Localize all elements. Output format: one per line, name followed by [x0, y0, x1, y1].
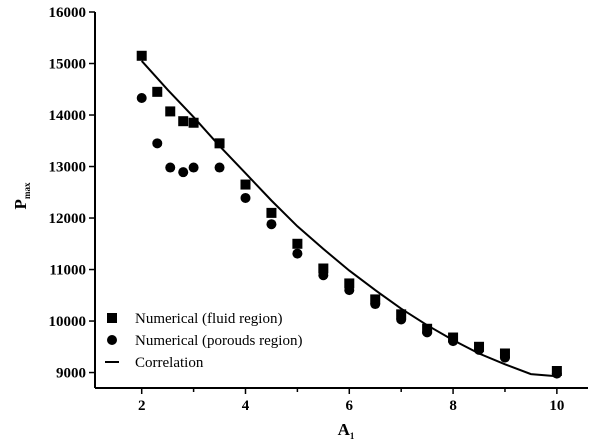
y-tick-label: 14000	[49, 108, 87, 124]
porous-region-point	[551, 368, 562, 379]
porous-region-point	[499, 352, 510, 363]
fluid-region-point	[396, 309, 407, 320]
porous-region-point	[370, 299, 381, 310]
porous-region-point	[178, 167, 189, 178]
porous-region-point	[214, 162, 225, 173]
porous-region-point	[344, 285, 355, 296]
legend-circle-icon	[107, 335, 117, 345]
porous-region-point	[396, 314, 407, 325]
fluid-region-point	[318, 263, 329, 274]
fluid-region-point	[165, 106, 176, 117]
y-tick-label: 10000	[49, 314, 87, 330]
fluid-region-point	[292, 238, 303, 249]
fluid-region-point	[178, 116, 189, 127]
legend-label: Numerical (porouds region)	[135, 333, 302, 349]
legend-label: Correlation	[135, 355, 204, 371]
fluid-region-point	[136, 50, 147, 61]
fluid-region-point	[344, 278, 355, 289]
porous-region-point	[152, 138, 163, 149]
x-tick-label: 2	[138, 398, 146, 414]
ticks: 9000 10000 11000 12000 13000 14000 15000 16000 2…	[49, 5, 565, 414]
y-tick-label: 9000	[56, 366, 86, 382]
porous-region-point	[448, 336, 459, 347]
porous-region-point	[240, 192, 251, 203]
porous-region-point	[165, 162, 176, 173]
fluid-region-point	[266, 207, 277, 218]
porous-region-point	[266, 219, 277, 230]
legend-label: Numerical (fluid region)	[135, 311, 282, 327]
y-tick-label: 15000	[49, 57, 87, 73]
x-tick-label: 10	[549, 398, 564, 414]
y-tick-label: 11000	[49, 263, 86, 279]
plot-marks	[136, 50, 562, 379]
x-tick-label: 4	[242, 398, 250, 414]
porous-region-point	[318, 270, 329, 281]
y-tick-label: 16000	[49, 5, 87, 21]
porous-region-point	[292, 248, 303, 259]
x-tick-label: 8	[449, 398, 457, 414]
porous-region-point	[188, 162, 199, 173]
axes	[94, 12, 588, 389]
x-tick-label: 6	[346, 398, 354, 414]
legend-square-icon	[107, 313, 117, 323]
fluid-region-point	[214, 138, 225, 149]
correlation-line	[140, 60, 557, 378]
fluid-region-point	[240, 179, 251, 190]
y-axis-title: Pmax	[11, 182, 32, 209]
fluid-region-point	[188, 117, 199, 128]
legend: Numerical (fluid region) Numerical (porou…	[105, 311, 302, 371]
porous-region-point	[136, 93, 147, 104]
fluid-region-point	[152, 86, 163, 97]
porous-region-point	[474, 344, 485, 355]
y-tick-label: 13000	[49, 160, 87, 176]
x-axis-title: A1	[338, 420, 355, 441]
porous-region-point	[422, 327, 433, 338]
y-tick-label: 12000	[49, 211, 87, 227]
